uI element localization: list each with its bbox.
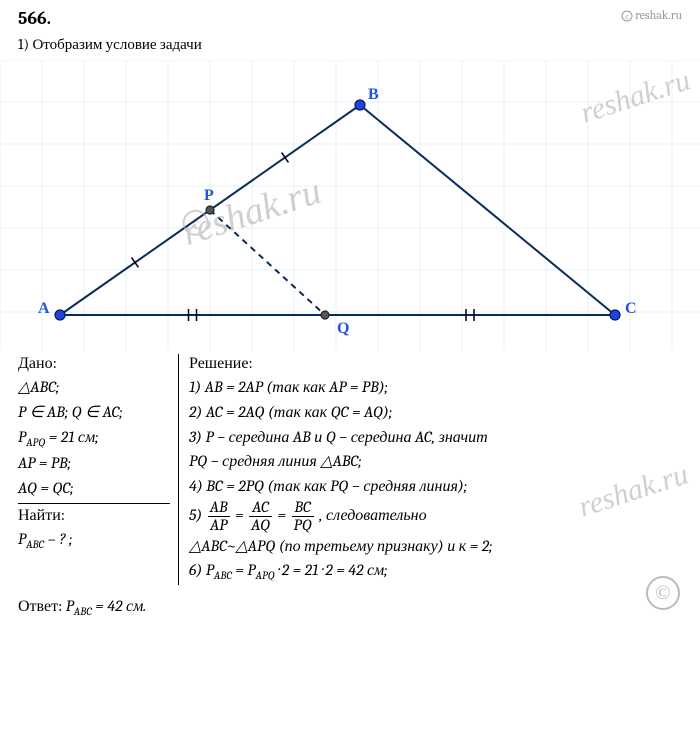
geometry-diagram: ABCPQ creshak.ru reshak.ru [0,60,700,350]
solution-line: 1) AB = 2AP (так как AP = PB); [189,375,682,400]
given-column: Дано: △ABC;P ∈ AB; Q ∈ AC;PAPQ = 21 см;A… [18,354,178,585]
svg-text:B: B [368,86,379,103]
answer-label: Ответ: [18,597,66,615]
problem-number: 566. [18,8,51,29]
copyright-line: c reshak.ru [621,8,682,22]
solution-line: 3) P − середина AB и Q − середина AC, зн… [189,425,682,450]
solution-header: Решение: [189,354,682,373]
given-line: AP = PB; [18,451,170,476]
answer-line: Ответ: PABC = 42 см. [0,585,700,628]
find-line: PABC – ? ; [18,527,170,554]
solution-line: 4) BC = 2PQ (так как PQ − средняя линия)… [189,474,682,499]
page-header: 566. c reshak.ru [0,0,700,33]
given-divider [18,503,170,504]
svg-text:Q: Q [337,320,349,337]
solution-line: △ABC~△APQ (по третьему признаку) и к = 2… [189,534,682,559]
content-columns: Дано: △ABC;P ∈ AB; Q ∈ AC;PAPQ = 21 см;A… [0,350,700,585]
answer-text: PABC = 42 см. [66,597,147,615]
given-line: AQ = QC; [18,476,170,501]
solution-line: 6) PABC = PAPQ · 2 = 21 · 2 = 42 см; [189,558,682,585]
svg-text:C: C [625,300,637,317]
solution-line: 5) ABAP = ACAQ = BCPQ , следовательно [189,499,682,534]
solution-column: Решение: 1) AB = 2AP (так как AP = PB);2… [178,354,682,585]
step-1-text: 1) Отобразим условие задачи [0,33,700,60]
find-header: Найти: [18,506,170,525]
svg-text:P: P [204,187,214,204]
given-header: Дано: [18,354,170,373]
copyright-icon: c [621,10,633,22]
copyright-text: reshak.ru [635,8,682,22]
given-line: P ∈ AB; Q ∈ AC; [18,400,170,425]
solution-line: PQ − средняя линия △ABC; [189,449,682,474]
solution-line: 2) AC = 2AQ (так как QC = AQ); [189,400,682,425]
svg-text:A: A [38,300,50,317]
svg-text:c: c [625,12,629,21]
given-line: PAPQ = 21 см; [18,425,170,452]
given-line: △ABC; [18,375,170,400]
